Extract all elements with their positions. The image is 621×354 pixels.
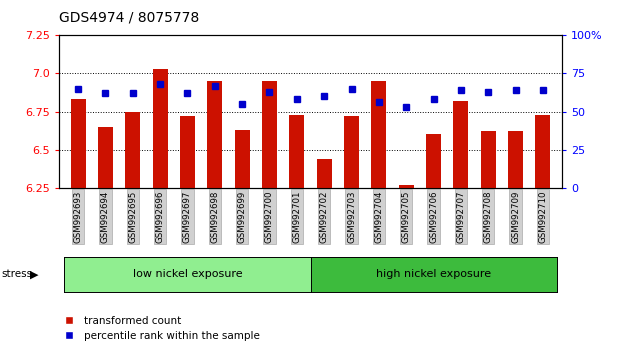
Bar <box>453 101 468 188</box>
Bar <box>289 115 304 188</box>
Bar <box>180 116 195 188</box>
Text: stress: stress <box>1 269 32 279</box>
Bar <box>344 116 359 188</box>
Legend: transformed count, percentile rank within the sample: transformed count, percentile rank withi… <box>55 312 264 345</box>
Bar <box>235 130 250 188</box>
Bar <box>98 127 113 188</box>
Bar <box>153 69 168 188</box>
Bar <box>399 184 414 188</box>
Bar <box>71 99 86 188</box>
Text: low nickel exposure: low nickel exposure <box>133 269 242 279</box>
Bar <box>426 135 441 188</box>
Text: GDS4974 / 8075778: GDS4974 / 8075778 <box>59 11 199 25</box>
Bar <box>262 81 277 188</box>
Bar <box>371 81 386 188</box>
Bar <box>535 115 550 188</box>
Bar <box>125 112 140 188</box>
Bar <box>207 81 222 188</box>
Text: high nickel exposure: high nickel exposure <box>376 269 491 279</box>
Bar <box>317 159 332 188</box>
Bar <box>508 131 523 188</box>
Bar <box>481 131 496 188</box>
Text: ▶: ▶ <box>30 269 39 279</box>
